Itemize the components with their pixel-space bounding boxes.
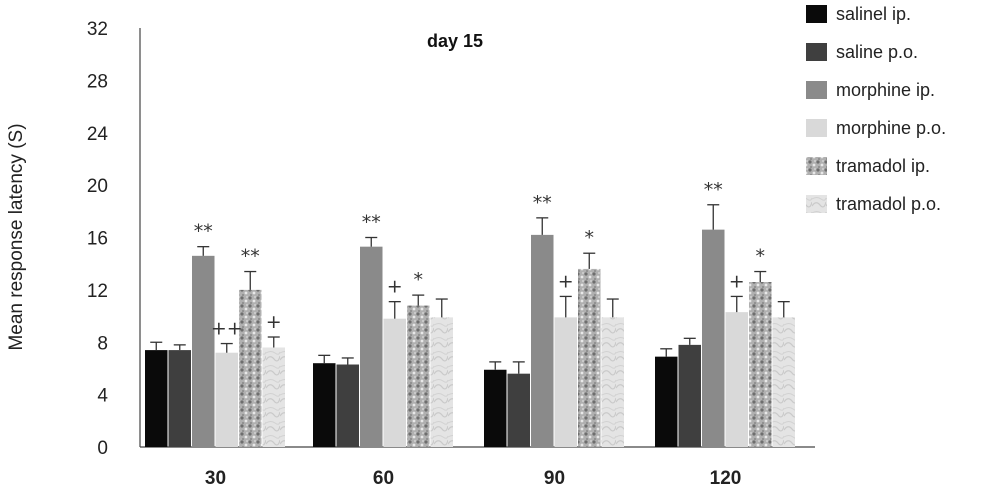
y-tick-label: 20: [87, 176, 108, 197]
bar: [145, 350, 168, 447]
bar: [655, 356, 678, 447]
significance-marker: ++: [211, 318, 243, 340]
bar: [430, 317, 453, 447]
x-tick-label: 120: [710, 468, 742, 489]
bar: [215, 352, 238, 447]
x-tick-label: 90: [544, 468, 565, 489]
significance-marker: +: [558, 270, 574, 292]
legend-label: tramadol p.o.: [836, 194, 941, 214]
legend-label: tramadol ip.: [836, 156, 930, 176]
x-tick-label: 30: [205, 468, 226, 489]
bar: [336, 364, 359, 447]
legend-swatch: [806, 43, 827, 61]
significance-annotations: ** ******+++ + +*****+: [194, 179, 765, 340]
legend-swatch: [806, 81, 827, 99]
y-tick-label: 24: [87, 124, 109, 145]
y-tick-label: 16: [87, 229, 108, 250]
significance-marker: +: [266, 311, 282, 333]
y-tick-label: 8: [97, 333, 108, 354]
y-tick-label: 28: [87, 71, 108, 92]
significance-marker: *: [585, 227, 595, 249]
chart-title: day 15: [427, 31, 483, 51]
legend-label: salinel ip.: [836, 4, 911, 24]
bar: [702, 229, 725, 447]
significance-marker: **: [194, 221, 213, 243]
significance-marker: *: [414, 269, 424, 291]
bar: [531, 234, 554, 447]
bar: [484, 369, 507, 447]
y-tick-labels: 0 4 8 12 16 20 24 28 32: [87, 19, 109, 459]
legend-label: morphine p.o.: [836, 118, 946, 138]
significance-marker: +: [729, 270, 745, 292]
x-tick-labels: 30 60 90 120: [205, 468, 741, 489]
bar: [192, 255, 215, 447]
bar: [772, 317, 795, 447]
bar: [578, 268, 601, 447]
y-tick-label: 4: [97, 386, 108, 407]
significance-marker: *: [756, 246, 766, 268]
legend-label: saline p.o.: [836, 42, 918, 62]
legend: salinel ip. saline p.o. morphine ip. morphi…: [806, 4, 946, 214]
bar: [725, 312, 748, 447]
bar: [507, 373, 530, 447]
significance-marker: **: [704, 179, 723, 201]
bar: [239, 289, 262, 447]
legend-label: morphine ip.: [836, 80, 935, 100]
bar: [678, 344, 701, 447]
bar: [383, 318, 406, 447]
bar: [262, 347, 285, 447]
y-tick-label: 12: [87, 281, 108, 302]
y-tick-label: 32: [87, 19, 108, 40]
bar: [313, 363, 336, 447]
significance-marker: **: [533, 192, 552, 214]
bar: [407, 305, 430, 447]
bar: [554, 317, 577, 447]
error-bars: [150, 204, 790, 374]
significance-marker: +: [387, 276, 403, 298]
significance-marker: **: [241, 246, 260, 268]
legend-swatch: [806, 157, 827, 175]
bar: [749, 282, 772, 447]
bar: [601, 317, 624, 447]
significance-marker: **: [362, 212, 381, 234]
legend-swatch: [806, 195, 827, 213]
legend-swatch: [806, 119, 827, 137]
y-tick-label: 0: [97, 438, 108, 459]
y-axis-label: Mean response latency (S): [6, 123, 27, 350]
bar-marks: [145, 229, 795, 447]
x-tick-label: 60: [373, 468, 394, 489]
bar: [168, 350, 191, 447]
legend-swatch: [806, 5, 827, 23]
bar: [360, 246, 383, 447]
